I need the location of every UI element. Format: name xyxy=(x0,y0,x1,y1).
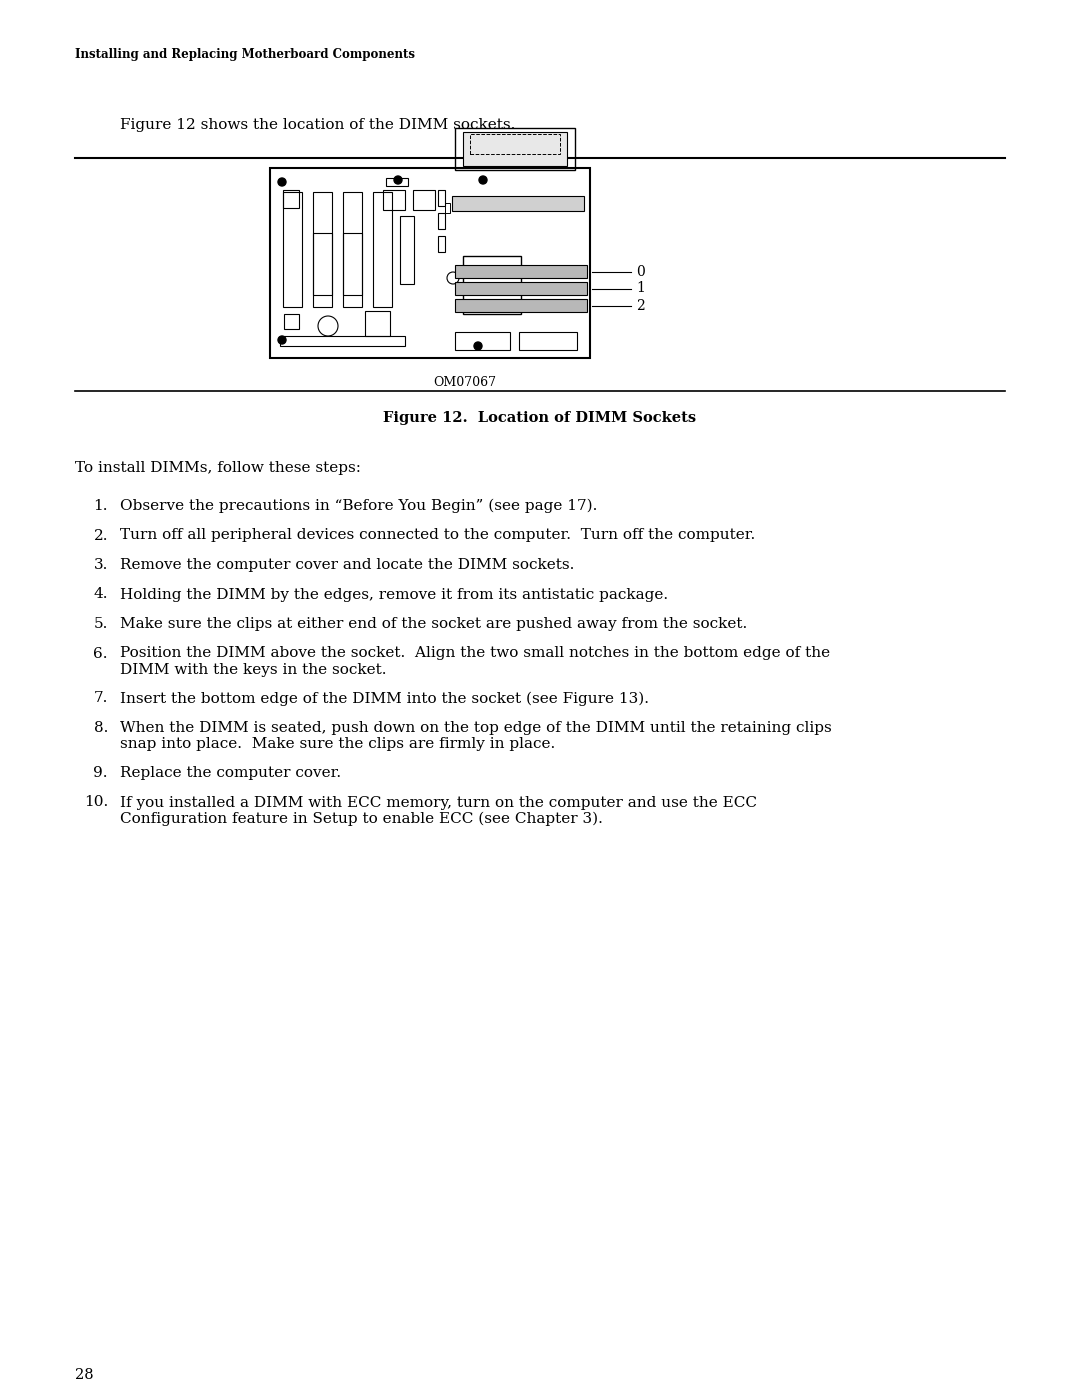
Text: Remove the computer cover and locate the DIMM sockets.: Remove the computer cover and locate the… xyxy=(120,557,575,571)
Text: 6.: 6. xyxy=(94,647,108,661)
Text: 7.: 7. xyxy=(94,692,108,705)
Bar xyxy=(313,191,332,307)
Bar xyxy=(453,196,584,211)
Text: Make sure the clips at either end of the socket are pushed away from the socket.: Make sure the clips at either end of the… xyxy=(120,617,747,631)
Text: Figure 12 shows the location of the DIMM sockets.: Figure 12 shows the location of the DIMM… xyxy=(120,117,515,131)
Text: Turn off all peripheral devices connected to the computer.  Turn off the compute: Turn off all peripheral devices connecte… xyxy=(120,528,755,542)
Bar xyxy=(270,168,590,358)
Text: 9.: 9. xyxy=(94,766,108,780)
Bar xyxy=(445,203,450,212)
Bar xyxy=(283,190,299,208)
Circle shape xyxy=(278,177,286,186)
Text: Figure 12.  Location of DIMM Sockets: Figure 12. Location of DIMM Sockets xyxy=(383,411,697,425)
Bar xyxy=(383,190,405,210)
Bar xyxy=(455,332,510,351)
Text: 0: 0 xyxy=(636,264,645,278)
Bar xyxy=(463,131,567,166)
Text: OM07067: OM07067 xyxy=(433,376,497,388)
Text: 1.: 1. xyxy=(94,499,108,513)
Bar xyxy=(438,212,445,229)
Circle shape xyxy=(394,176,402,184)
Bar xyxy=(519,332,577,351)
Text: Installing and Replacing Motherboard Components: Installing and Replacing Motherboard Com… xyxy=(75,47,415,61)
Bar xyxy=(284,314,299,330)
Text: 10.: 10. xyxy=(84,795,108,809)
Bar xyxy=(438,236,445,251)
Text: Position the DIMM above the socket.  Align the two small notches in the bottom e: Position the DIMM above the socket. Alig… xyxy=(120,647,831,676)
Circle shape xyxy=(480,176,487,184)
Text: Holding the DIMM by the edges, remove it from its antistatic package.: Holding the DIMM by the edges, remove it… xyxy=(120,588,669,602)
Bar xyxy=(455,299,588,312)
Bar xyxy=(283,191,302,307)
Bar xyxy=(438,190,445,205)
Bar xyxy=(455,265,588,278)
Text: 1: 1 xyxy=(636,282,645,296)
Text: 5.: 5. xyxy=(94,617,108,631)
Circle shape xyxy=(278,337,286,344)
Bar xyxy=(455,282,588,295)
Bar xyxy=(343,233,362,295)
Text: 28: 28 xyxy=(75,1368,94,1382)
Bar xyxy=(343,191,362,307)
Text: 4.: 4. xyxy=(94,588,108,602)
Text: If you installed a DIMM with ECC memory, turn on the computer and use the ECC
Co: If you installed a DIMM with ECC memory,… xyxy=(120,795,757,826)
Bar xyxy=(386,177,408,186)
Bar xyxy=(313,233,332,295)
Text: 2.: 2. xyxy=(94,528,108,542)
Text: To install DIMMs, follow these steps:: To install DIMMs, follow these steps: xyxy=(75,461,361,475)
Bar xyxy=(413,190,435,210)
Text: 2: 2 xyxy=(636,299,645,313)
Text: Insert the bottom edge of the DIMM into the socket (see Figure 13).: Insert the bottom edge of the DIMM into … xyxy=(120,692,649,705)
Bar xyxy=(455,129,575,170)
Bar xyxy=(280,337,405,346)
Bar xyxy=(373,191,392,307)
Text: 3.: 3. xyxy=(94,557,108,571)
Bar xyxy=(470,134,561,154)
Text: When the DIMM is seated, push down on the top edge of the DIMM until the retaini: When the DIMM is seated, push down on th… xyxy=(120,721,832,752)
Bar xyxy=(400,217,414,284)
Text: 8.: 8. xyxy=(94,721,108,735)
Text: Replace the computer cover.: Replace the computer cover. xyxy=(120,766,341,780)
Circle shape xyxy=(474,342,482,351)
Text: Observe the precautions in “Before You Begin” (see page 17).: Observe the precautions in “Before You B… xyxy=(120,499,597,513)
Bar xyxy=(365,312,390,337)
Bar xyxy=(463,256,521,314)
